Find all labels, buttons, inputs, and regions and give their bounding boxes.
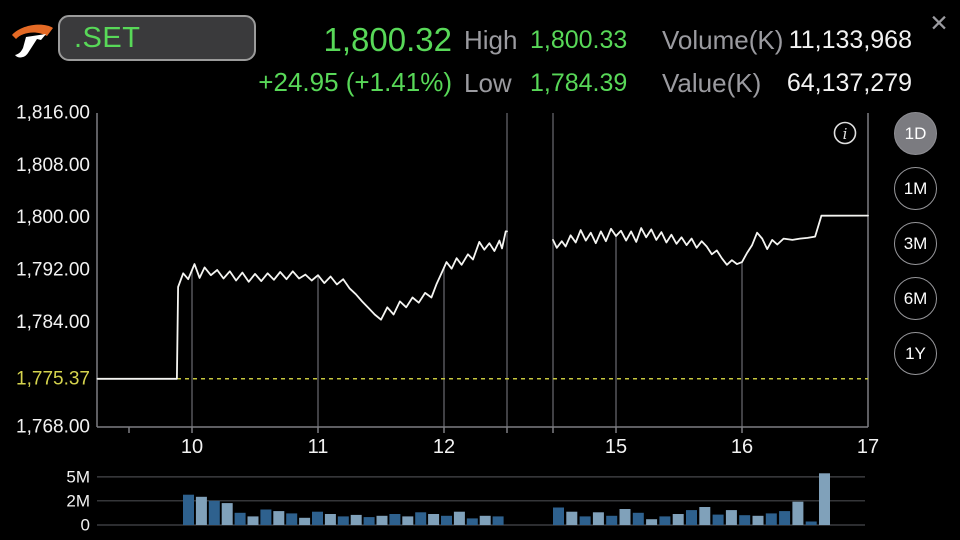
y-axis-label: 1,800.00 (16, 207, 90, 228)
y-axis-label: 1,816.00 (16, 103, 90, 124)
volume-bar (273, 511, 285, 525)
volume-bar (739, 515, 751, 525)
volume-bar (819, 473, 830, 525)
volume-bar (441, 515, 452, 525)
x-axis-label: 16 (731, 436, 753, 458)
volume-bar (805, 521, 817, 525)
x-axis-label: 12 (433, 436, 455, 458)
volume-bar (428, 514, 440, 525)
volume-axis-label: 2M (66, 491, 90, 510)
high-value: 1,800.33 (530, 26, 628, 54)
volume-bar (579, 516, 591, 525)
volume-bar (183, 494, 194, 525)
volume-bar (221, 503, 233, 525)
y-axis-label: 1,768.00 (16, 417, 90, 438)
x-axis-label: 11 (308, 436, 329, 458)
prev-close-label: 1,775.37 (16, 368, 90, 389)
volume-value: 11,133,968 (788, 26, 912, 54)
range-button-3m[interactable]: 3M (894, 222, 937, 265)
price-line (96, 230, 508, 380)
change-value: +24.95 (+1.41%) (258, 67, 452, 97)
volume-label: Volume(K) (662, 25, 784, 55)
volume-bar (389, 514, 401, 525)
volume-bar (566, 511, 578, 525)
x-axis-label: 15 (605, 436, 627, 458)
volume-bar (659, 516, 671, 525)
volume-bar (376, 515, 388, 525)
close-button[interactable]: ✕ (922, 6, 956, 40)
volume-bar (792, 501, 804, 525)
volume-bar (286, 513, 298, 525)
range-button-1m[interactable]: 1M (894, 167, 937, 210)
volume-bar (592, 512, 604, 525)
value-value: 64,137,279 (786, 69, 912, 97)
volume-bar (415, 512, 427, 525)
volume-bar (553, 507, 564, 525)
chart-canvas[interactable] (97, 113, 868, 427)
volume-axis-label: 5M (66, 467, 90, 486)
volume-bar (479, 515, 491, 525)
volume-bar (247, 516, 259, 525)
y-axis-label: 1,792.00 (16, 260, 90, 281)
low-label: Low (464, 68, 512, 98)
volume-bar (312, 511, 323, 525)
symbol-text: .SET (74, 21, 141, 54)
close-icon: ✕ (929, 9, 949, 36)
volume-bar (363, 517, 375, 525)
volume-bar (619, 509, 631, 525)
volume-bar (402, 516, 414, 525)
last-price: 1,800.32 (323, 21, 452, 58)
volume-bar (712, 514, 724, 525)
volume-bar (453, 511, 465, 525)
volume-bar (260, 509, 272, 525)
volume-bar (324, 514, 336, 525)
volume-bar (350, 514, 362, 525)
info-icon[interactable] (833, 121, 857, 145)
value-label: Value(K) (662, 68, 762, 98)
range-button-1y[interactable]: 1Y (894, 332, 937, 375)
volume-bar (466, 518, 478, 525)
volume-bar (632, 512, 644, 525)
volume-bar (234, 512, 246, 525)
y-axis-label: 1,784.00 (16, 312, 90, 333)
volume-bar (299, 517, 311, 525)
volume-bar (672, 514, 684, 525)
x-axis-label: 10 (181, 436, 203, 458)
volume-bar (606, 515, 618, 525)
info-icon-glyph: i (843, 125, 848, 143)
volume-bar (195, 496, 207, 525)
x-axis-label: 17 (857, 436, 879, 458)
volume-bar (337, 516, 349, 525)
volume-bar (208, 500, 220, 525)
app-logo-icon (12, 24, 53, 58)
volume-bar (699, 507, 711, 525)
range-button-6m[interactable]: 6M (894, 277, 937, 320)
range-button-group: 1D 1M 3M 6M 1Y (894, 112, 937, 387)
volume-bar (752, 515, 764, 525)
symbol-input[interactable]: .SET (58, 15, 256, 61)
low-value: 1,784.39 (530, 69, 628, 97)
volume-bar (779, 511, 791, 525)
price-line (552, 214, 869, 266)
volume-bar (765, 513, 777, 525)
volume-bar (646, 519, 658, 525)
volume-bar (725, 510, 737, 525)
volume-bar (686, 510, 697, 525)
y-axis-label: 1,808.00 (16, 155, 90, 176)
range-button-1d[interactable]: 1D (894, 112, 937, 155)
volume-bar (492, 516, 504, 525)
high-label: High (464, 25, 518, 55)
volume-axis-label: 0 (81, 516, 90, 535)
